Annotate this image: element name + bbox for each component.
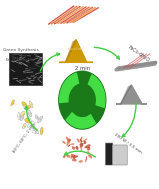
Polygon shape bbox=[89, 119, 92, 123]
Ellipse shape bbox=[63, 155, 66, 158]
Ellipse shape bbox=[31, 121, 35, 127]
Text: biochar: biochar bbox=[68, 47, 84, 51]
Ellipse shape bbox=[35, 115, 38, 119]
Polygon shape bbox=[60, 73, 79, 103]
Ellipse shape bbox=[28, 110, 32, 117]
FancyBboxPatch shape bbox=[9, 53, 42, 85]
Ellipse shape bbox=[71, 154, 75, 158]
Polygon shape bbox=[61, 96, 66, 99]
Ellipse shape bbox=[87, 151, 89, 154]
Ellipse shape bbox=[71, 143, 75, 145]
Ellipse shape bbox=[87, 147, 90, 150]
Ellipse shape bbox=[66, 137, 69, 141]
Ellipse shape bbox=[22, 102, 27, 107]
FancyBboxPatch shape bbox=[106, 143, 113, 165]
Text: 200 W / 3.5 min: 200 W / 3.5 min bbox=[114, 133, 143, 155]
Ellipse shape bbox=[25, 106, 31, 109]
Ellipse shape bbox=[25, 119, 30, 123]
Ellipse shape bbox=[70, 154, 73, 159]
Ellipse shape bbox=[32, 130, 38, 133]
Ellipse shape bbox=[79, 160, 83, 163]
Ellipse shape bbox=[73, 159, 76, 162]
Ellipse shape bbox=[68, 144, 71, 147]
Polygon shape bbox=[66, 113, 95, 128]
Ellipse shape bbox=[18, 112, 20, 120]
Ellipse shape bbox=[84, 141, 86, 144]
Polygon shape bbox=[59, 40, 93, 62]
Polygon shape bbox=[88, 75, 105, 107]
Polygon shape bbox=[65, 40, 76, 62]
Ellipse shape bbox=[80, 145, 83, 147]
Circle shape bbox=[59, 71, 106, 129]
Ellipse shape bbox=[62, 141, 66, 144]
FancyBboxPatch shape bbox=[113, 145, 127, 165]
Ellipse shape bbox=[66, 154, 70, 158]
Ellipse shape bbox=[82, 138, 88, 142]
Ellipse shape bbox=[88, 154, 92, 158]
Ellipse shape bbox=[34, 127, 39, 134]
Ellipse shape bbox=[40, 127, 43, 135]
Ellipse shape bbox=[23, 104, 28, 110]
Ellipse shape bbox=[80, 139, 83, 142]
Ellipse shape bbox=[66, 139, 69, 146]
Ellipse shape bbox=[32, 121, 34, 129]
Ellipse shape bbox=[80, 140, 82, 146]
Ellipse shape bbox=[72, 155, 76, 161]
Ellipse shape bbox=[85, 144, 91, 148]
Polygon shape bbox=[121, 85, 131, 104]
Ellipse shape bbox=[38, 116, 43, 123]
Ellipse shape bbox=[79, 143, 84, 146]
Ellipse shape bbox=[87, 149, 89, 151]
Ellipse shape bbox=[72, 147, 76, 149]
Ellipse shape bbox=[68, 138, 70, 143]
Ellipse shape bbox=[76, 138, 80, 143]
Ellipse shape bbox=[72, 146, 75, 150]
Polygon shape bbox=[92, 78, 95, 84]
Ellipse shape bbox=[80, 137, 82, 141]
Ellipse shape bbox=[76, 146, 79, 150]
Ellipse shape bbox=[27, 116, 31, 121]
Ellipse shape bbox=[81, 148, 82, 152]
Text: FeCl₃·6H₂O: FeCl₃·6H₂O bbox=[127, 45, 151, 63]
Ellipse shape bbox=[72, 155, 78, 158]
Ellipse shape bbox=[21, 111, 25, 116]
Text: Green Synthesis
of
Fe₂O₃/Biochar: Green Synthesis of Fe₂O₃/Biochar bbox=[3, 48, 39, 62]
Ellipse shape bbox=[20, 114, 24, 121]
Polygon shape bbox=[116, 85, 147, 104]
Ellipse shape bbox=[29, 101, 33, 108]
Ellipse shape bbox=[23, 123, 26, 129]
Text: 80°C, 60°C, 2 min: 80°C, 60°C, 2 min bbox=[12, 122, 36, 154]
Ellipse shape bbox=[11, 100, 14, 106]
Text: 2 min: 2 min bbox=[75, 66, 90, 70]
Ellipse shape bbox=[85, 156, 87, 162]
Ellipse shape bbox=[68, 139, 71, 141]
Ellipse shape bbox=[27, 122, 33, 128]
Ellipse shape bbox=[80, 146, 82, 148]
Ellipse shape bbox=[84, 146, 87, 148]
